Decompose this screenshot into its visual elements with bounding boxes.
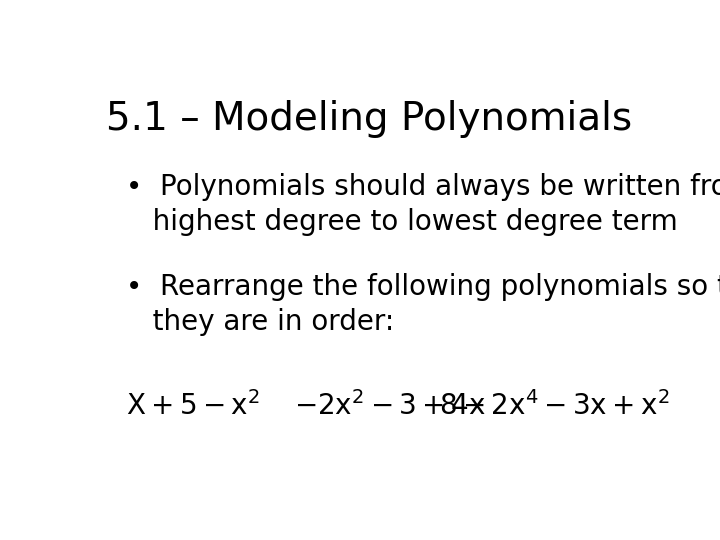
Text: 5.1 – Modeling Polynomials: 5.1 – Modeling Polynomials [106, 100, 632, 138]
Text: they are in order:: they are in order: [126, 308, 395, 336]
Text: $\mathsf{-2x^2 - 3 + 4x}$: $\mathsf{-2x^2 - 3 + 4x}$ [294, 391, 485, 421]
Text: highest degree to lowest degree term: highest degree to lowest degree term [126, 208, 678, 237]
Text: •  Rearrange the following polynomials so that: • Rearrange the following polynomials so… [126, 273, 720, 301]
Text: $\mathsf{X + 5 - x^2}$: $\mathsf{X + 5 - x^2}$ [126, 391, 260, 421]
Text: $\mathsf{8 - 2x^4 - 3x + x^2}$: $\mathsf{8 - 2x^4 - 3x + x^2}$ [438, 391, 670, 421]
Text: •  Polynomials should always be written from: • Polynomials should always be written f… [126, 173, 720, 201]
